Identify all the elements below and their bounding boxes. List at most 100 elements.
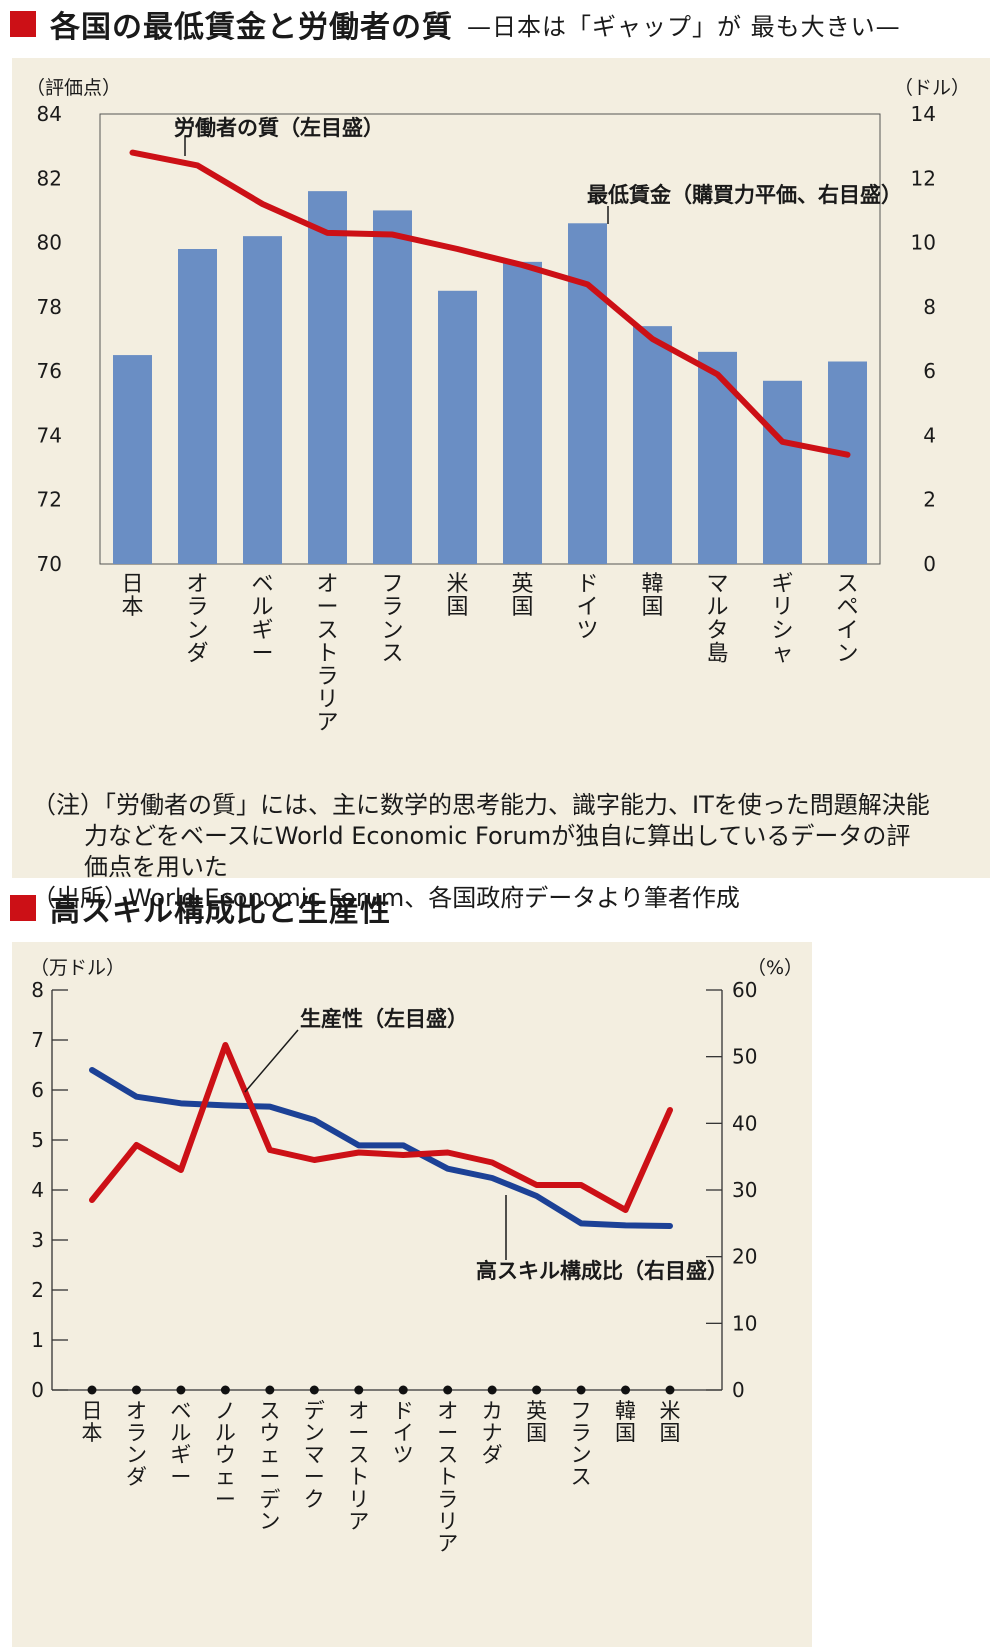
category-label: フランス <box>381 572 403 666</box>
bar <box>503 261 542 564</box>
red-square-marker <box>10 895 36 921</box>
productivity-line <box>89 1042 673 1213</box>
left-tick-label: 82 <box>37 166 62 190</box>
source-line: （出所）World Economic Forum、各国政府データより筆者作成 <box>32 884 740 912</box>
note-line: 力などをベースにWorld Economic Forumが独自に算出しているデー… <box>84 822 911 850</box>
category-label: ドイツ <box>576 572 598 643</box>
chart2-header: 高スキル構成比と生産性 <box>10 886 391 930</box>
category-dot <box>398 1385 408 1395</box>
left-tick-label: 8 <box>31 978 44 1002</box>
plot-frame <box>99 113 881 565</box>
chart2-category-axis: 日本 オランダ ベルギー ノルウェー スウェーデン デンマーク オーストリア ドイツ オーストラ… <box>82 1385 681 1555</box>
right-tick-label: 0 <box>923 552 936 576</box>
right-tick-label: 2 <box>923 488 936 512</box>
chart1-bars <box>113 191 867 565</box>
left-tick-label: 5 <box>31 1128 44 1152</box>
left-tick-label: 3 <box>31 1228 44 1252</box>
left-tick-label: 76 <box>37 359 62 383</box>
chart2-axes <box>51 990 723 1391</box>
right-tick-label: 12 <box>911 166 936 190</box>
chart1-left-axis: 84 82 80 78 76 74 72 70 <box>37 102 62 576</box>
chart1-panel <box>12 58 990 878</box>
chart2-productivity-leader <box>244 1029 299 1093</box>
note-line: 価点を用いた <box>84 853 228 881</box>
category-label: 米国 <box>660 1399 681 1445</box>
chart1-left-unit: （評価点） <box>26 77 121 99</box>
category-label: 日本 <box>121 572 143 620</box>
chart2-skill-label: 高スキル構成比（右目盛） <box>476 1259 728 1283</box>
bar <box>178 249 217 564</box>
right-tick-label: 0 <box>732 1378 745 1402</box>
right-tick-label: 8 <box>923 295 936 319</box>
category-label: オーストラリア <box>316 572 338 736</box>
bar <box>308 191 347 564</box>
chart2-skill-line <box>89 1067 673 1229</box>
chart1-right-unit: （ドル） <box>894 77 970 99</box>
category-label: 英国 <box>526 1399 547 1445</box>
chart1-plot-area <box>99 113 881 565</box>
category-dot <box>309 1385 319 1395</box>
category-label: オーストラリア <box>437 1399 458 1555</box>
chart2-title: 高スキル構成比と生産性 <box>50 894 391 929</box>
category-label: オーストリア <box>348 1399 369 1533</box>
right-tick-label: 60 <box>732 978 757 1002</box>
chart2-right-unit: （%） <box>747 957 803 979</box>
category-dot <box>176 1385 186 1395</box>
right-tick-label: 40 <box>732 1111 757 1135</box>
bar <box>438 290 477 564</box>
category-dot <box>131 1385 141 1395</box>
right-tick-label: 50 <box>732 1045 757 1069</box>
right-tick-label: 6 <box>923 359 936 383</box>
chart2-productivity-label: 生産性（左目盛） <box>300 1007 468 1031</box>
category-label: ベルギー <box>251 572 273 666</box>
left-tick-label: 7 <box>31 1028 44 1052</box>
chart2-panel <box>12 942 812 1647</box>
left-tick-label: 2 <box>31 1278 44 1302</box>
right-tick-label: 10 <box>732 1311 757 1335</box>
chart2-left-axis: 8 7 6 5 4 3 2 1 0 <box>31 978 68 1402</box>
category-dot <box>532 1385 542 1395</box>
chart1-bar-label: 最低賃金（購買力平価、右目盛） <box>587 183 902 207</box>
category-label: 韓国 <box>615 1399 636 1445</box>
category-dot <box>265 1385 275 1395</box>
chart1-subtitle: —日本は「ギャップ」が 最も大きい— <box>467 12 901 41</box>
left-tick-label: 6 <box>31 1078 44 1102</box>
category-label: デンマーク <box>304 1399 325 1511</box>
left-tick-label: 1 <box>31 1328 44 1352</box>
left-tick-label: 74 <box>37 423 62 447</box>
left-tick-label: 0 <box>31 1378 44 1402</box>
category-dot <box>665 1385 675 1395</box>
category-label: ベルギー <box>170 1399 191 1489</box>
chart2-productivity-line <box>89 1042 673 1213</box>
left-tick-label: 80 <box>37 231 62 255</box>
bar <box>373 210 412 564</box>
category-label: 日本 <box>82 1399 103 1445</box>
right-tick-label: 20 <box>732 1245 757 1269</box>
red-square-marker <box>10 11 36 37</box>
category-dot <box>443 1385 453 1395</box>
quality-line <box>129 149 851 458</box>
left-tick-label: 78 <box>37 295 62 319</box>
category-dot <box>621 1385 631 1395</box>
bar <box>568 223 607 565</box>
bar <box>243 236 282 564</box>
chart1-title: 各国の最低賃金と労働者の質 <box>50 10 453 45</box>
right-tick-label: 30 <box>732 1178 757 1202</box>
bar <box>763 380 802 564</box>
category-dot <box>487 1385 497 1395</box>
skill-share-line <box>89 1067 673 1229</box>
chart1-line-label: 労働者の質（左目盛） <box>174 116 384 140</box>
category-label: 米国 <box>446 572 468 620</box>
chart1-header: 各国の最低賃金と労働者の質 —日本は「ギャップ」が 最も大きい— <box>10 2 901 46</box>
category-label: ギリシャ <box>771 572 793 666</box>
category-dot <box>220 1385 230 1395</box>
chart2-right-axis: 60 50 40 30 20 10 0 <box>706 978 757 1402</box>
left-tick-label: 70 <box>37 552 62 576</box>
category-label: カナダ <box>482 1399 503 1467</box>
bar <box>633 326 672 564</box>
category-label: 英国 <box>511 572 533 620</box>
category-dot <box>354 1385 364 1395</box>
